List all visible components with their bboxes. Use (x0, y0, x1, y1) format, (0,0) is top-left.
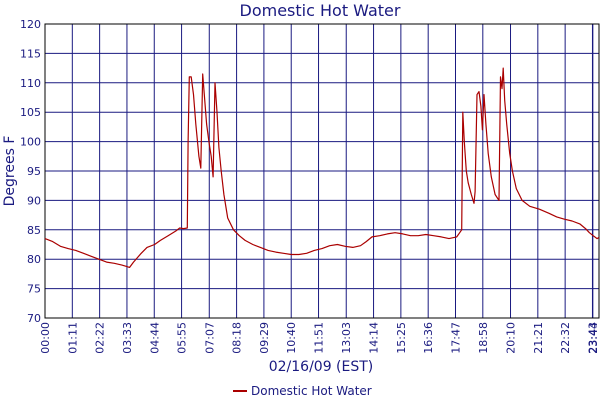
y-tick-label: 105 (20, 106, 41, 119)
x-tick-label: 20:10 (505, 322, 518, 354)
y-tick-label: 100 (20, 136, 41, 149)
x-tick-label: 16:36 (422, 322, 435, 354)
series-line-domestic-hot-water (44, 67, 600, 268)
y-tick-label: 90 (27, 194, 41, 207)
grid (45, 23, 599, 319)
x-tick-label: 03:33 (121, 322, 134, 354)
x-tick-label: 09:29 (258, 322, 271, 354)
y-tick-label: 70 (27, 312, 41, 325)
chart-title: Domestic Hot Water (240, 1, 401, 20)
x-tick-label: 22:32 (559, 322, 572, 354)
x-tick-label: 10:40 (285, 322, 298, 354)
x-axis-title: 02/16/09 (EST) (269, 359, 374, 375)
x-tick-label: 07:07 (203, 322, 216, 354)
x-tick-label: 17:47 (449, 322, 462, 354)
y-tick-label: 110 (20, 77, 41, 90)
x-tick-label: 21:21 (532, 322, 545, 354)
x-tick-label: 13:03 (340, 322, 353, 354)
y-axis-title: Degrees F (2, 136, 18, 207)
y-tick-label: 95 (27, 165, 41, 178)
legend: Domestic Hot Water (233, 384, 372, 398)
x-tick-label: 00:00 (39, 322, 52, 354)
x-tick-label: 23:44 (587, 322, 600, 354)
x-axis-ticks: 00:00 01:11 02:22 03:33 04:44 05:55 07:07 08:18… (39, 322, 600, 354)
x-tick-label: 15:25 (395, 322, 408, 354)
legend-label: Domestic Hot Water (251, 384, 372, 398)
y-tick-label: 115 (20, 47, 41, 60)
x-tick-label: 11:51 (313, 322, 326, 354)
y-tick-label: 85 (27, 224, 41, 237)
x-tick-label: 04:44 (148, 322, 161, 354)
x-tick-label: 14:14 (368, 322, 381, 354)
x-tick-label: 23:43 (586, 322, 599, 354)
x-tick-label: 05:55 (176, 322, 189, 354)
x-tick-label: 08:18 (231, 322, 244, 354)
y-tick-label: 120 (20, 18, 41, 31)
series-group (44, 67, 600, 268)
y-tick-label: 75 (27, 283, 41, 296)
plot-frame (44, 23, 600, 319)
x-tick-label: 02:22 (94, 322, 107, 354)
x-tick-label: 18:58 (477, 322, 490, 354)
y-axis-ticks: 70 75 80 85 90 95 100 105 110 115 120 (20, 18, 41, 325)
y-tick-label: 80 (27, 253, 41, 266)
x-tick-label: 01:11 (66, 322, 79, 354)
